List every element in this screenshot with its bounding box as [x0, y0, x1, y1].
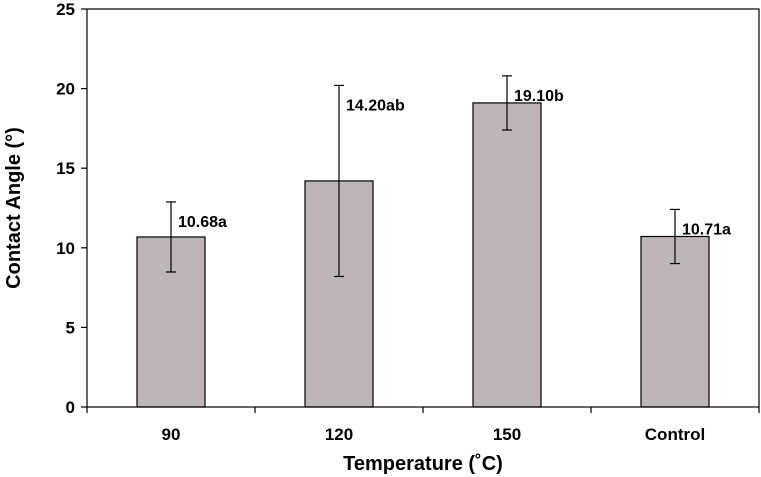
x-tick-label: 150 [493, 425, 521, 444]
error-bars-layer [166, 75, 680, 278]
y-tick-label: 5 [66, 318, 75, 337]
y-tick-label: 25 [56, 0, 75, 19]
x-axis-title: Temperature (˚C) [343, 452, 503, 475]
x-tick-label: 120 [325, 425, 353, 444]
y-tick-label: 20 [56, 80, 75, 99]
data-label: 10.68a [178, 214, 227, 231]
x-tick-label: 90 [162, 425, 181, 444]
data-labels-layer: 10.68a 14.20ab 19.10b 10.71a [178, 88, 731, 239]
y-axis-title: Contact Angle (°) [3, 127, 25, 289]
data-label: 14.20ab [346, 97, 405, 114]
data-label: 10.71a [682, 221, 731, 238]
y-axis-ticks: 0 5 10 15 20 25 [56, 0, 87, 417]
bar [472, 102, 542, 408]
y-tick-label: 15 [56, 159, 75, 178]
y-tick-label: 0 [66, 398, 75, 417]
bars-layer [136, 102, 710, 408]
x-axis-ticks: 90 120 150 Control [86, 407, 760, 444]
data-label: 19.10b [514, 88, 564, 105]
x-tick-label: Control [645, 425, 705, 444]
y-tick-label: 10 [56, 239, 75, 258]
